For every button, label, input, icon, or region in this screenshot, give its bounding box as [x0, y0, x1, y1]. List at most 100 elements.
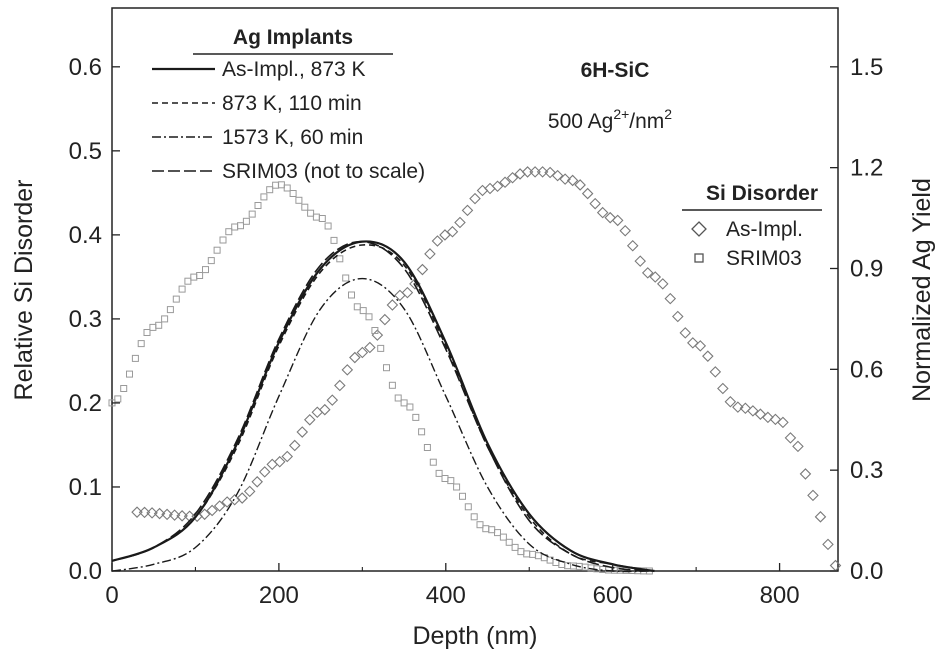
- marker-diamond: [138, 506, 151, 519]
- marker-diamond: [326, 394, 339, 406]
- y-left-tick-label: 0.3: [69, 306, 102, 333]
- marker-diamond: [529, 166, 541, 178]
- marker-diamond: [491, 180, 504, 193]
- marker-diamond: [251, 476, 263, 488]
- marker-diamond: [469, 192, 481, 205]
- marker-diamond: [799, 468, 812, 480]
- marker-square: [143, 329, 151, 336]
- marker-square: [184, 277, 192, 285]
- marker-square: [488, 526, 496, 534]
- marker-diamond: [566, 174, 579, 187]
- x-tick-label: 400: [426, 582, 466, 609]
- marker-square: [172, 295, 180, 303]
- marker-square: [301, 203, 309, 211]
- marker-square: [190, 273, 198, 281]
- marker-square: [470, 513, 478, 521]
- chart-marks: [108, 166, 842, 575]
- marker-diamond: [431, 235, 444, 247]
- marker-square: [453, 483, 461, 491]
- legend-label-srim03-not-to-scale: SRIM03 (not to scale): [222, 160, 425, 183]
- legend-si-disorder: Si Disorder As-Impl. SRIM03: [682, 182, 822, 270]
- marker-square: [499, 533, 507, 541]
- marker-square: [505, 538, 513, 546]
- marker-diamond: [161, 508, 173, 521]
- marker-square: [289, 190, 297, 197]
- marker-diamond: [664, 292, 677, 305]
- marker-square: [441, 475, 449, 482]
- marker-diamond: [258, 466, 271, 478]
- marker-square: [377, 344, 385, 352]
- legend-label-1573-k-60-min: 1573 K, 60 min: [222, 126, 363, 149]
- marker-diamond: [829, 559, 842, 572]
- marker-square: [423, 444, 431, 451]
- marker-diamond: [349, 351, 361, 364]
- marker-diamond: [649, 271, 662, 283]
- y-left-tick-label: 0.6: [69, 54, 102, 81]
- marker-diamond: [273, 455, 286, 468]
- marker-square: [342, 274, 350, 282]
- marker-square: [359, 307, 367, 315]
- legend-ag-implants: Ag Implants As-Impl., 873 K 873 K, 110 mi…: [152, 26, 425, 183]
- marker-diamond: [589, 197, 601, 210]
- marker-diamond: [544, 166, 556, 179]
- legend-ag-title: Ag Implants: [233, 26, 353, 49]
- marker-square: [131, 354, 139, 362]
- y-left-tick-label: 0.5: [69, 138, 102, 165]
- marker-square: [394, 394, 402, 402]
- marker-square: [307, 209, 315, 217]
- marker-square: [330, 236, 338, 244]
- marker-diamond: [236, 492, 248, 504]
- marker-square: [312, 213, 320, 221]
- marker-square: [482, 525, 490, 533]
- marker-square: [266, 186, 274, 194]
- y-left-tick-label: 0.0: [69, 558, 102, 585]
- marker-diamond: [784, 432, 797, 444]
- marker-square: [242, 217, 250, 225]
- y-right-tick-label: 0.9: [850, 255, 883, 282]
- marker-square: [120, 385, 128, 392]
- marker-diamond: [454, 216, 466, 229]
- x-tick-label: 0: [105, 582, 118, 609]
- marker-diamond: [303, 414, 316, 426]
- y-right-tick-label: 0.0: [850, 558, 883, 585]
- marker-square: [202, 266, 209, 274]
- marker-square: [248, 210, 256, 218]
- marker-square: [412, 413, 420, 421]
- legend-label-srim03: SRIM03: [726, 247, 802, 270]
- plot-frame: [111, 7, 839, 572]
- marker-square: [511, 543, 519, 551]
- marker-square: [365, 313, 373, 321]
- marker-diamond: [288, 439, 301, 452]
- series-srim03-not-to-scale-line: [111, 240, 655, 572]
- marker-diamond: [717, 382, 729, 395]
- marker-diamond: [446, 225, 459, 238]
- y-left-tick-label: 0.2: [69, 390, 102, 417]
- marker-square: [523, 550, 531, 558]
- marker-diamond: [769, 413, 782, 426]
- marker-diamond: [319, 403, 331, 416]
- y-left-tick-label: 0.4: [69, 222, 102, 249]
- marker-diamond: [574, 179, 586, 191]
- marker-square: [447, 477, 455, 485]
- marker-square: [371, 327, 379, 334]
- marker-diamond: [634, 255, 647, 267]
- marker-diamond: [694, 340, 707, 352]
- x-tick-label: 600: [593, 582, 633, 609]
- marker-diamond: [581, 187, 594, 200]
- marker-square: [318, 215, 326, 222]
- marker-diamond: [296, 426, 309, 438]
- marker-square: [534, 552, 542, 560]
- marker-square: [476, 521, 484, 529]
- marker-square: [231, 223, 239, 231]
- legend-label-as-impl-873-k: As-Impl., 873 K: [222, 58, 366, 81]
- marker-square: [295, 196, 303, 204]
- marker-diamond: [709, 366, 722, 378]
- legend-label-as-impl: As-Impl.: [726, 218, 803, 241]
- marker-diamond: [243, 485, 256, 498]
- marker-square: [418, 428, 426, 436]
- marker-square: [161, 315, 169, 323]
- marker-diamond: [807, 489, 819, 502]
- marker-diamond: [732, 401, 744, 413]
- axis-ticks: 0 200 400 600 800 0.0 0.1 0.2 0.3 0.4 0.5 0.6 0.0 0.3…: [69, 54, 884, 609]
